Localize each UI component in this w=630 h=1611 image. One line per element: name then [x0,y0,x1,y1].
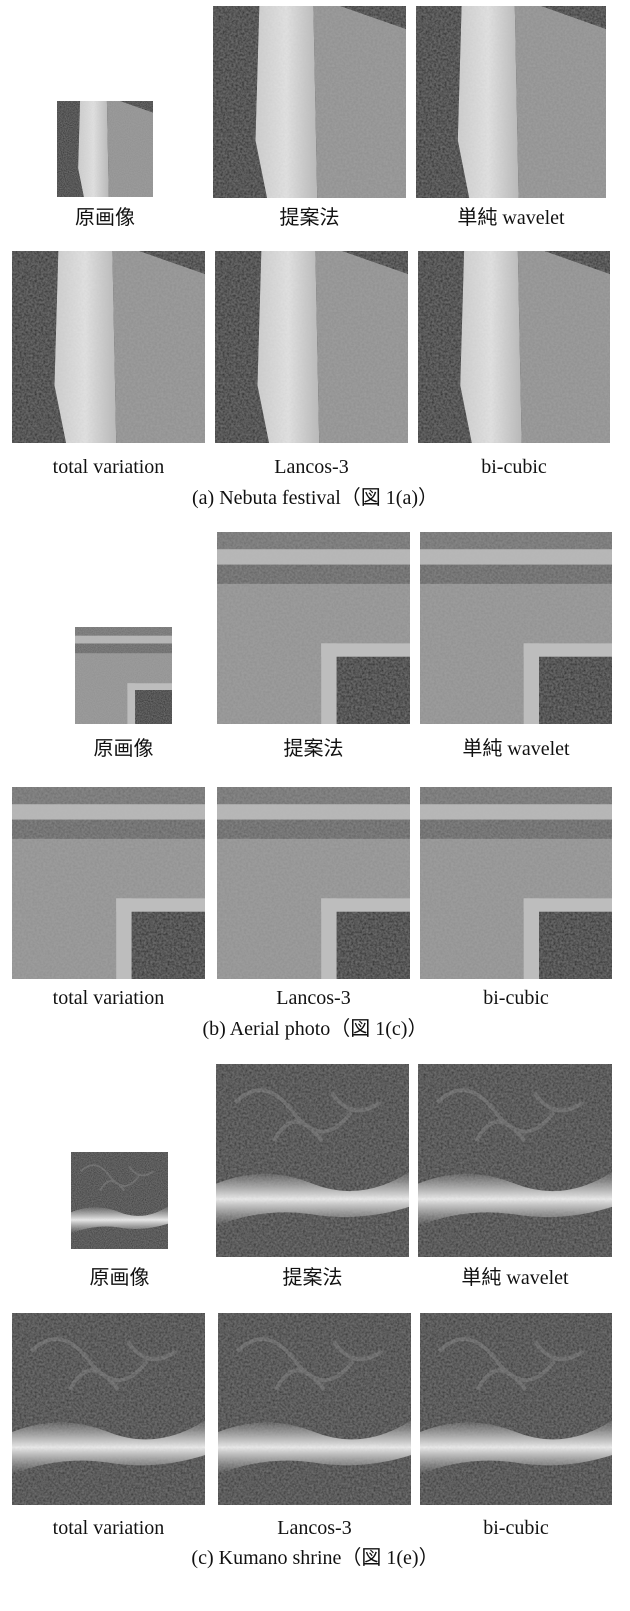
image-panel [420,1313,612,1505]
figure-caption: (b) Aerial photo（図 1(c)） [202,1018,428,1040]
image-panel [75,627,172,724]
image-label: total variation [52,987,165,1009]
image-label: bi-cubic [481,456,547,478]
image-panel [416,6,606,198]
image-label: bi-cubic [483,1517,549,1539]
image-label: 原画像 [89,1267,150,1289]
image-label: Lancos-3 [277,1517,352,1539]
image-panel [71,1152,168,1249]
image-label: bi-cubic [483,987,549,1009]
image-label: 原画像 [93,738,154,760]
image-panel [418,251,610,443]
image-panel [12,1313,205,1505]
image-panel [218,1313,411,1505]
image-panel [57,101,153,197]
image-panel [215,251,408,443]
image-label: Lancos-3 [276,987,351,1009]
image-label: 提案法 [279,207,340,229]
image-panel [12,251,205,443]
image-label: total variation [52,1517,165,1539]
figure-caption: (a) Nebuta festival（図 1(a)） [191,487,439,509]
image-label: 単純 wavelet [461,1267,569,1289]
image-panel [217,532,410,724]
image-panel [420,532,612,724]
image-label: 提案法 [282,1267,343,1289]
image-label: 提案法 [283,738,344,760]
image-panel [216,1064,409,1257]
image-panel [12,787,205,979]
image-label: 単純 wavelet [457,207,565,229]
image-label: Lancos-3 [274,456,349,478]
image-label: total variation [52,456,165,478]
image-panel [213,6,406,198]
image-panel [420,787,612,979]
image-panel [217,787,410,979]
figure-caption: (c) Kumano shrine（図 1(e)） [191,1547,439,1569]
image-label: 単純 wavelet [462,738,570,760]
image-label: 原画像 [75,207,135,229]
image-panel [418,1064,612,1257]
